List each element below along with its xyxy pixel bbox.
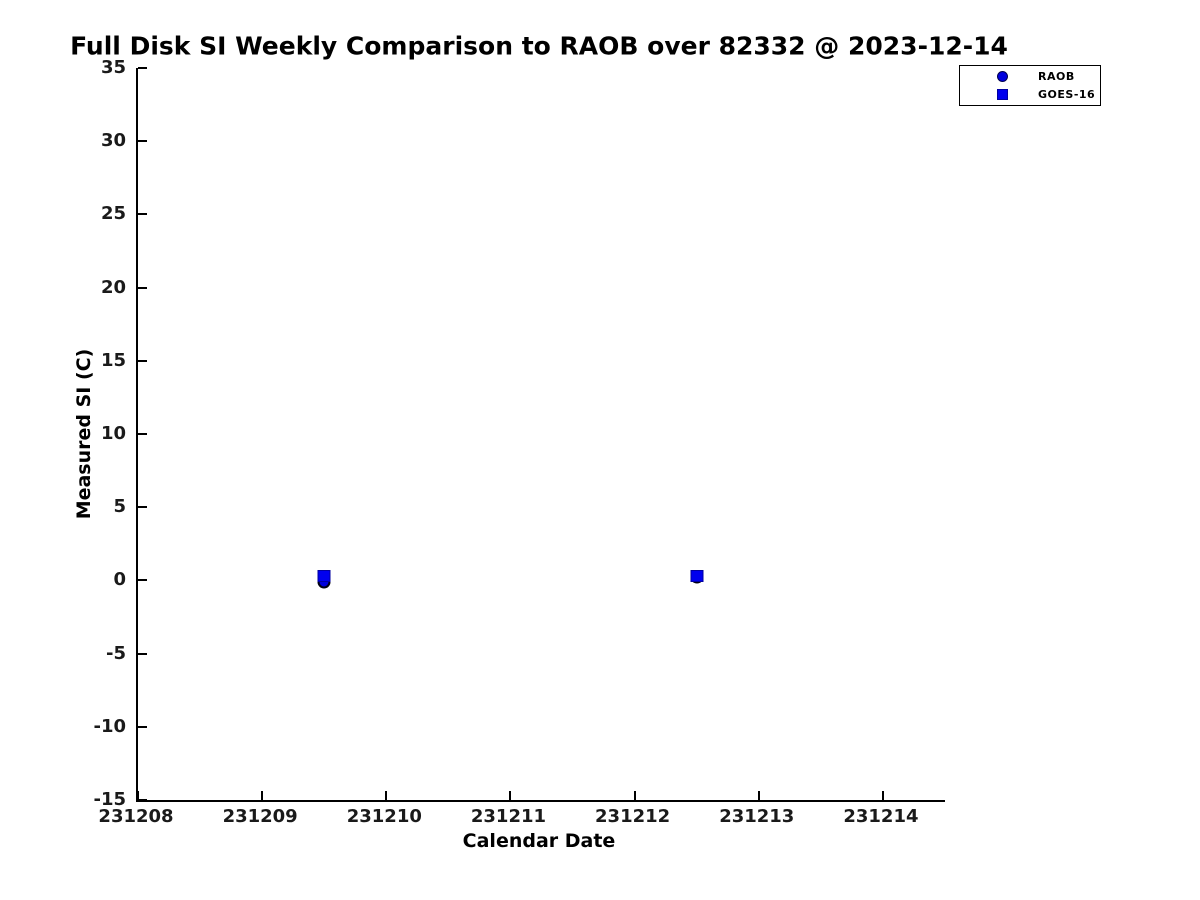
- goes16-square-icon: [997, 89, 1008, 101]
- legend-label-raob: RAOB: [1038, 69, 1075, 83]
- y-tick-label: 25: [100, 203, 126, 225]
- y-tick-label: 20: [100, 276, 126, 298]
- legend-label-goes16: GOES-16: [1038, 88, 1096, 102]
- y-tick-mark: [138, 652, 147, 655]
- x-tick-mark: [509, 791, 512, 800]
- x-tick-label: 231208: [98, 806, 174, 827]
- y-tick-label: -10: [93, 715, 126, 737]
- y-tick-label: -5: [106, 642, 126, 664]
- y-tick-mark: [138, 213, 147, 216]
- goes-16-data-point: [317, 570, 331, 582]
- raob-circle-icon: [997, 70, 1008, 82]
- y-tick-mark: [138, 579, 147, 582]
- x-tick-label: 231213: [719, 806, 795, 827]
- y-tick-label: 15: [100, 349, 126, 371]
- legend: RAOB GOES-16: [959, 65, 1101, 106]
- x-tick-label: 231211: [470, 806, 547, 827]
- x-tick-mark: [757, 791, 760, 800]
- x-axis-label: Calendar Date: [462, 830, 616, 852]
- legend-item-raob: RAOB: [960, 68, 1100, 85]
- y-tick-label: 5: [113, 496, 126, 518]
- x-tick-mark: [385, 791, 388, 800]
- x-tick-label: 231214: [843, 806, 919, 827]
- y-tick-mark: [138, 359, 147, 362]
- y-tick-mark: [138, 433, 147, 435]
- x-tick-label: 231209: [222, 806, 298, 827]
- y-tick-mark: [138, 506, 147, 509]
- x-tick-mark: [261, 791, 264, 800]
- y-tick-mark: [138, 799, 147, 801]
- x-tick-label: 231210: [346, 806, 422, 827]
- y-tick-label: -15: [93, 789, 126, 810]
- x-tick-mark: [137, 791, 139, 800]
- x-tick-label: 231212: [595, 806, 671, 827]
- x-tick-mark: [633, 791, 636, 800]
- y-tick-label: 35: [100, 57, 126, 78]
- y-tick-label: 10: [100, 423, 126, 444]
- y-axis-label: Measured SI (C): [73, 348, 95, 520]
- y-tick-mark: [138, 725, 147, 728]
- chart-title: Full Disk SI Weekly Comparison to RAOB o…: [70, 31, 1008, 61]
- y-tick-label: 0: [113, 569, 126, 591]
- x-tick-mark: [881, 791, 884, 800]
- goes-16-data-point: [690, 570, 704, 582]
- y-tick-mark: [138, 286, 147, 289]
- y-tick-mark: [138, 140, 147, 143]
- legend-item-goes16: GOES-16: [960, 86, 1100, 103]
- y-tick-label: 30: [100, 130, 126, 152]
- plot-area: [136, 67, 945, 802]
- y-tick-mark: [138, 67, 147, 69]
